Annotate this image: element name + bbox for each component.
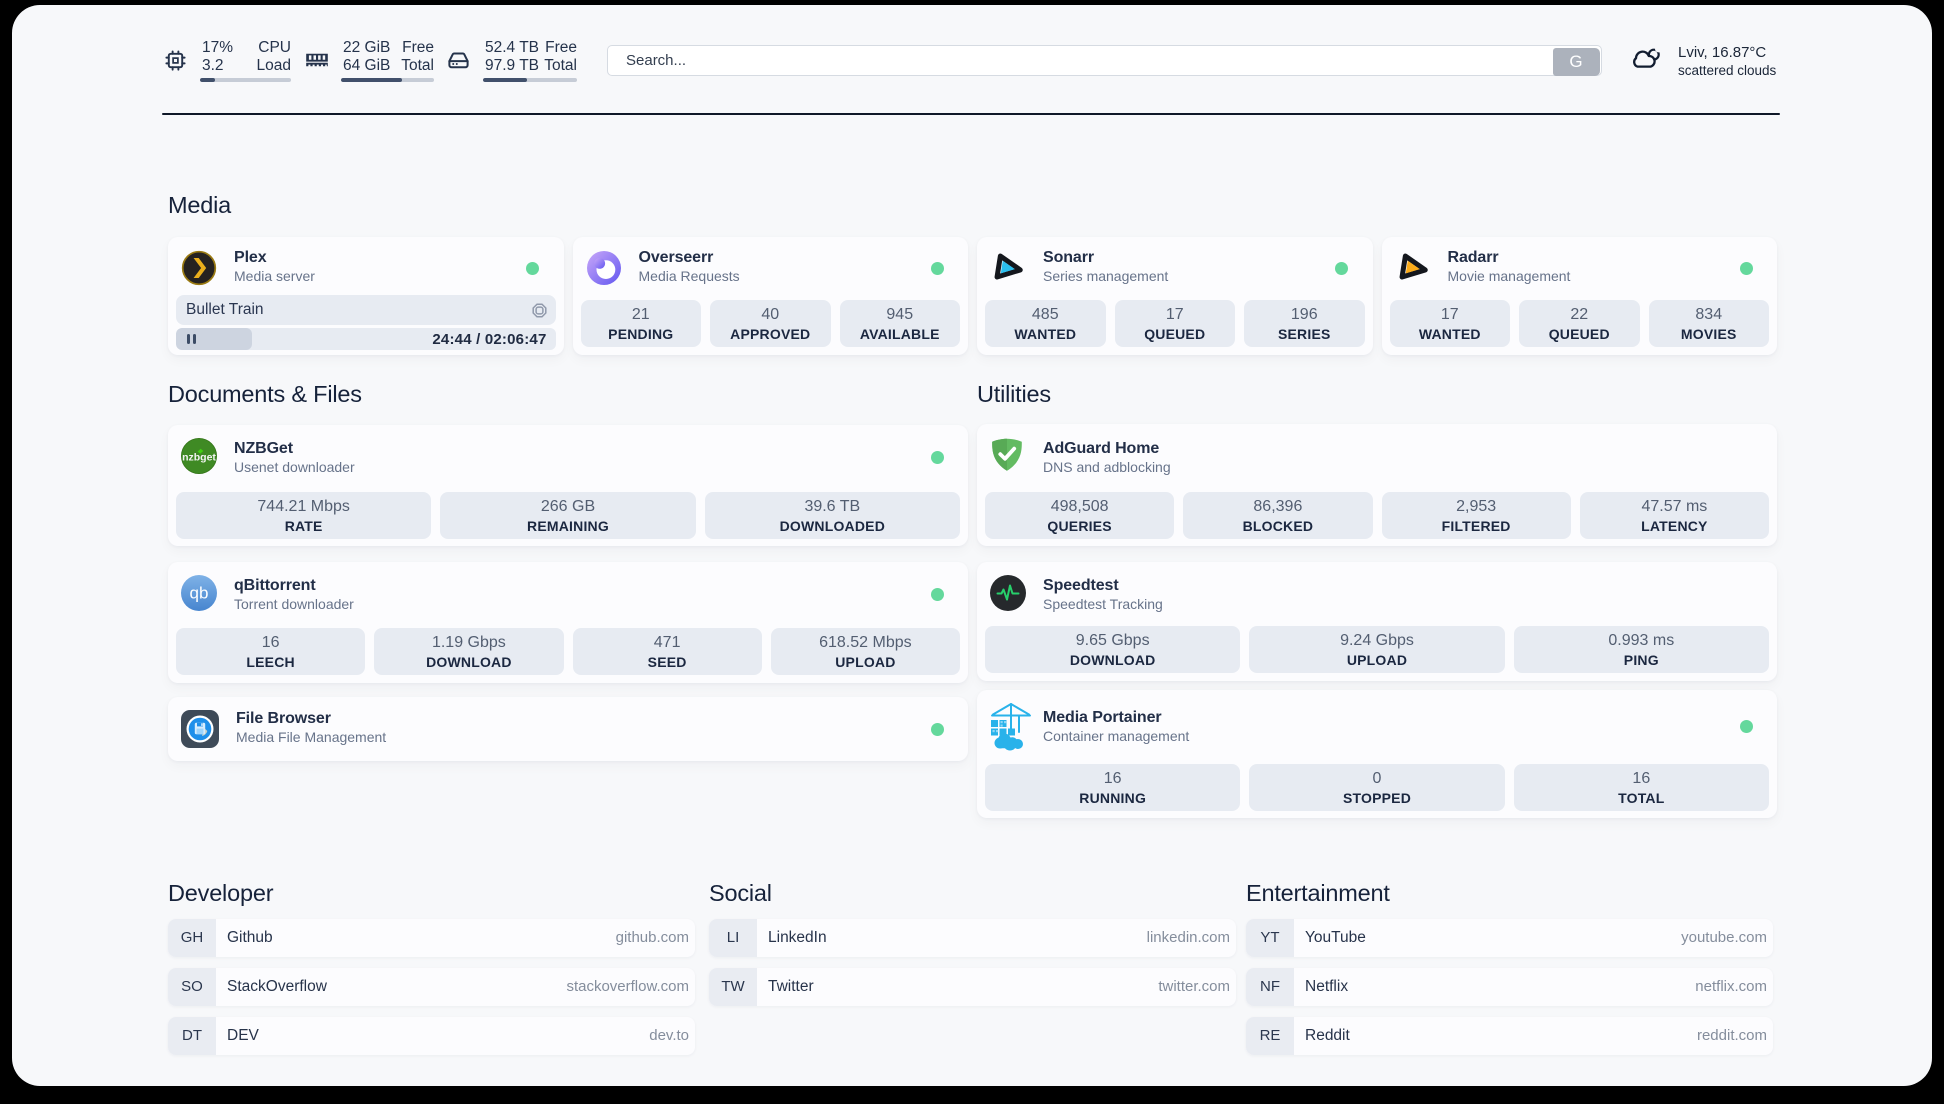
- svg-text:nzbget: nzbget: [182, 452, 216, 464]
- svg-text:qb: qb: [190, 583, 209, 602]
